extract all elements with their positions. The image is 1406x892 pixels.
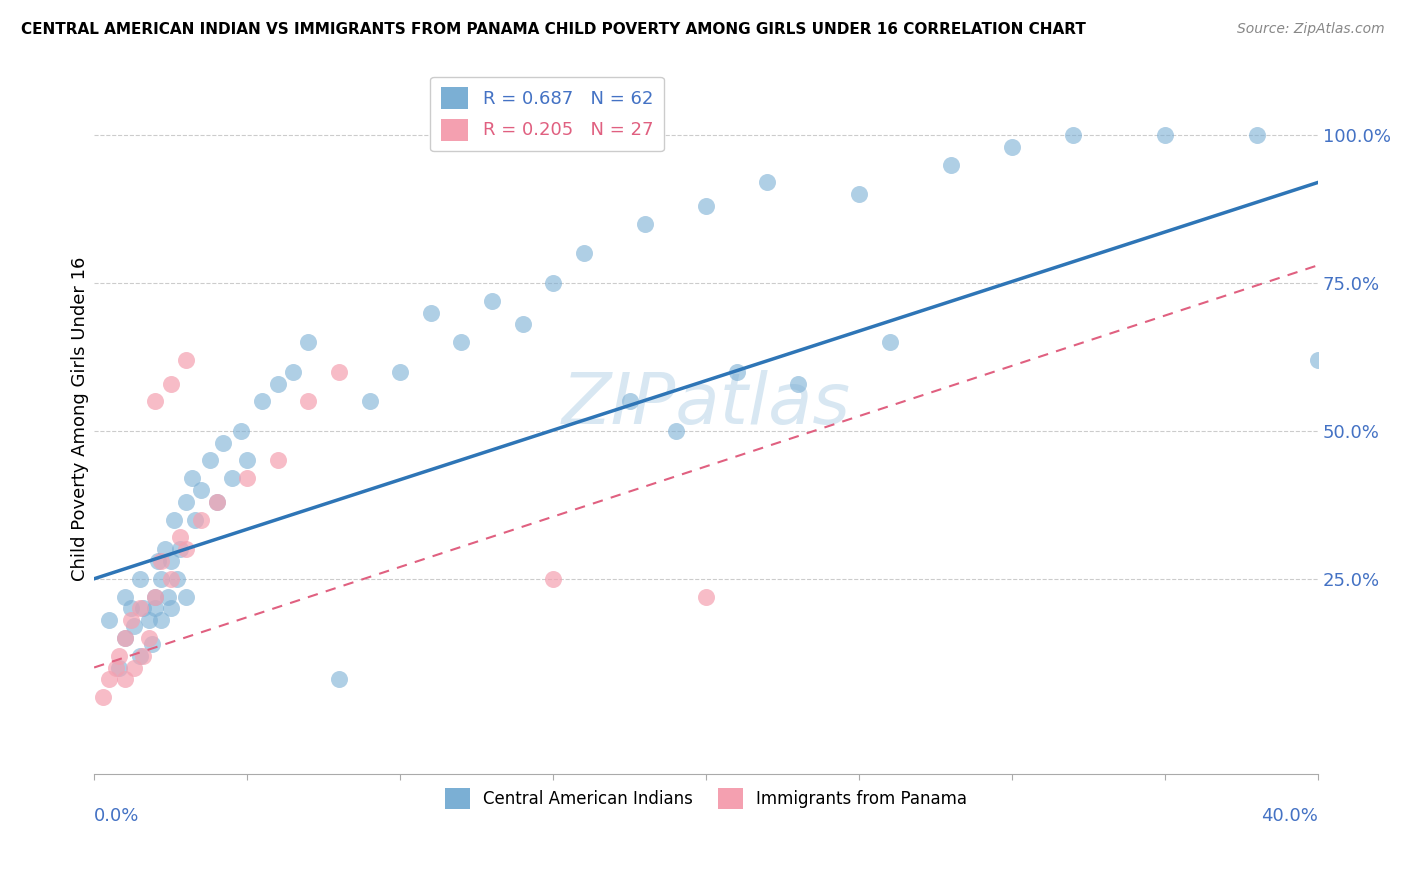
Point [572, 246, 595, 260]
Point [166, 572, 188, 586]
Point [541, 276, 564, 290]
Point [787, 376, 810, 391]
Point [1246, 128, 1268, 142]
Point [143, 590, 166, 604]
Point [138, 613, 160, 627]
Point [200, 453, 222, 467]
Point [129, 601, 152, 615]
Point [756, 175, 779, 189]
Point [450, 335, 472, 350]
Point [98, 673, 121, 687]
Point [267, 376, 290, 391]
Point [150, 554, 173, 568]
Point [91, 690, 114, 704]
Point [267, 453, 290, 467]
Point [132, 648, 155, 663]
Point [159, 601, 181, 615]
Point [169, 530, 191, 544]
Point [190, 483, 212, 497]
Point [114, 673, 136, 687]
Point [138, 631, 160, 645]
Point [221, 471, 243, 485]
Point [634, 217, 657, 231]
Point [389, 365, 412, 379]
Text: 40.0%: 40.0% [1261, 806, 1319, 824]
Point [107, 648, 129, 663]
Point [141, 637, 163, 651]
Point [120, 601, 142, 615]
Point [174, 352, 197, 367]
Point [150, 572, 173, 586]
Point [328, 673, 350, 687]
Point [939, 158, 962, 172]
Point [129, 648, 152, 663]
Point [512, 318, 534, 332]
Point [541, 572, 564, 586]
Point [879, 335, 901, 350]
Point [174, 542, 197, 557]
Point [114, 631, 136, 645]
Point [153, 542, 176, 557]
Point [419, 305, 441, 319]
Point [148, 554, 170, 568]
Point [163, 513, 186, 527]
Y-axis label: Child Poverty Among Girls Under 16: Child Poverty Among Girls Under 16 [72, 257, 89, 582]
Point [695, 590, 717, 604]
Point [1308, 352, 1330, 367]
Text: 0.0%: 0.0% [94, 806, 139, 824]
Point [181, 471, 204, 485]
Point [481, 293, 503, 308]
Point [174, 590, 197, 604]
Point [184, 513, 207, 527]
Point [695, 199, 717, 213]
Point [297, 394, 319, 409]
Point [252, 394, 274, 409]
Point [120, 613, 142, 627]
Point [143, 601, 166, 615]
Point [1154, 128, 1177, 142]
Point [174, 495, 197, 509]
Point [1062, 128, 1084, 142]
Point [98, 613, 121, 627]
Point [122, 619, 145, 633]
Legend: Central American Indians, Immigrants from Panama: Central American Indians, Immigrants fro… [439, 781, 974, 815]
Point [159, 554, 181, 568]
Point [122, 660, 145, 674]
Point [169, 542, 191, 557]
Point [619, 394, 641, 409]
Point [205, 495, 228, 509]
Point [229, 424, 252, 438]
Point [143, 394, 166, 409]
Point [159, 376, 181, 391]
Point [132, 601, 155, 615]
Text: Source: ZipAtlas.com: Source: ZipAtlas.com [1237, 22, 1385, 37]
Point [205, 495, 228, 509]
Point [359, 394, 381, 409]
Point [664, 424, 686, 438]
Text: ZIPatlas: ZIPatlas [561, 370, 851, 440]
Point [236, 471, 259, 485]
Point [236, 453, 259, 467]
Point [129, 572, 152, 586]
Point [211, 435, 233, 450]
Point [848, 187, 870, 202]
Point [114, 590, 136, 604]
Point [150, 613, 173, 627]
Point [104, 660, 127, 674]
Point [114, 631, 136, 645]
Point [159, 572, 181, 586]
Point [281, 365, 304, 379]
Point [1001, 140, 1024, 154]
Point [190, 513, 212, 527]
Point [725, 365, 748, 379]
Point [107, 660, 129, 674]
Point [156, 590, 179, 604]
Point [328, 365, 350, 379]
Point [297, 335, 319, 350]
Point [143, 590, 166, 604]
Text: CENTRAL AMERICAN INDIAN VS IMMIGRANTS FROM PANAMA CHILD POVERTY AMONG GIRLS UNDE: CENTRAL AMERICAN INDIAN VS IMMIGRANTS FR… [21, 22, 1085, 37]
